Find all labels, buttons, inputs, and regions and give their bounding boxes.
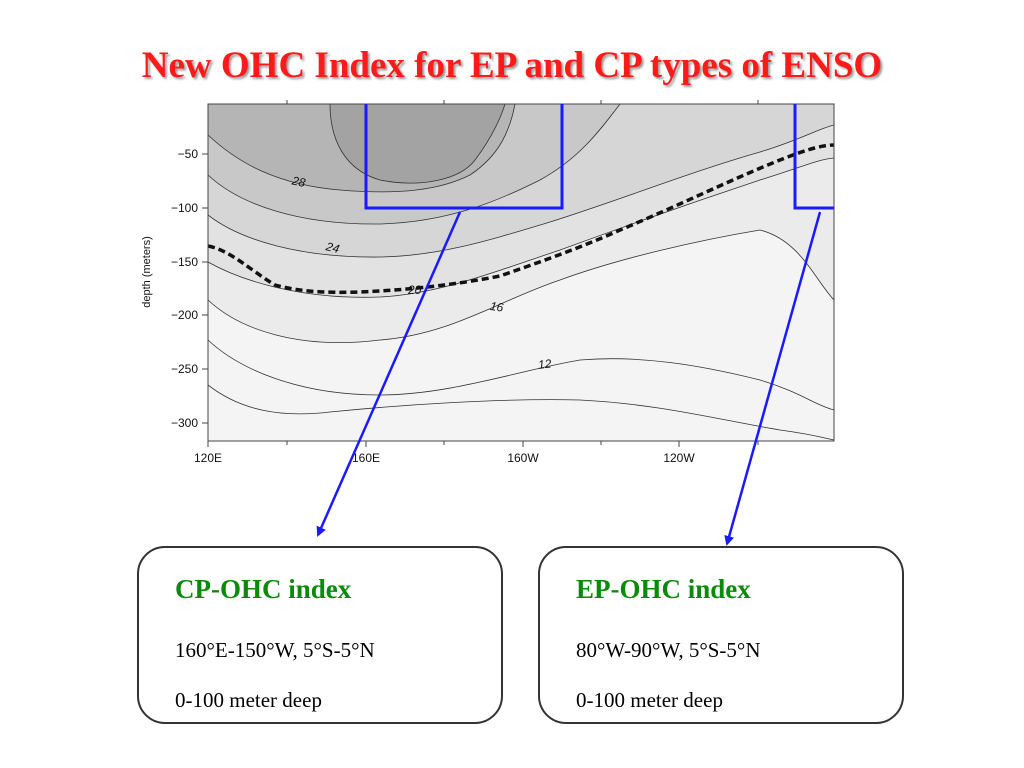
y-tick-label: −150 — [171, 255, 198, 269]
y-axis-label: depth (meters) — [141, 236, 153, 308]
y-tick-label: −100 — [171, 201, 198, 215]
contour-label: 24 — [324, 239, 342, 256]
ep-arrow — [724, 211, 822, 546]
x-tick-label: 120E — [194, 451, 222, 465]
x-tick-label: 160W — [507, 451, 539, 465]
x-tick-label: 120W — [663, 451, 695, 465]
contour-label: 28 — [290, 173, 307, 190]
ep-box-depth: 0-100 meter deep — [576, 688, 723, 712]
x-tick-label: 160E — [352, 451, 380, 465]
ep-box-title: EP-OHC index — [576, 574, 751, 604]
temperature-bands — [208, 104, 834, 441]
y-tick-label: −50 — [178, 147, 199, 161]
y-tick-label: −250 — [171, 362, 198, 376]
ep-box-region: 80°W-90°W, 5°S-5°N — [576, 638, 761, 662]
cp-ohc-index-box: CP-OHC index 160°E-150°W, 5°S-5°N 0-100 … — [137, 546, 503, 724]
cp-arrow — [316, 211, 462, 537]
contour-lines — [208, 104, 834, 441]
y-axis-ticks — [202, 153, 208, 424]
dashed-20c-isotherm — [208, 143, 834, 295]
cp-region-box — [364, 104, 564, 210]
ep-region-box — [793, 104, 834, 210]
contour-label: 12 — [537, 356, 552, 371]
slide-title: New OHC Index for EP and CP types of ENS… — [141, 45, 883, 86]
y-tick-label: −300 — [171, 416, 198, 430]
cp-box-region: 160°E-150°W, 5°S-5°N — [175, 638, 375, 662]
ep-ohc-index-box: EP-OHC index 80°W-90°W, 5°S-5°N 0-100 me… — [538, 546, 904, 724]
contour-label: 16 — [489, 299, 504, 315]
cp-box-title: CP-OHC index — [175, 574, 352, 604]
plot-frame — [207, 103, 835, 442]
cp-box-depth: 0-100 meter deep — [175, 688, 322, 712]
y-tick-label: −200 — [171, 308, 198, 322]
contour-label: 20 — [407, 283, 422, 297]
x-axis-ticks — [207, 100, 759, 447]
